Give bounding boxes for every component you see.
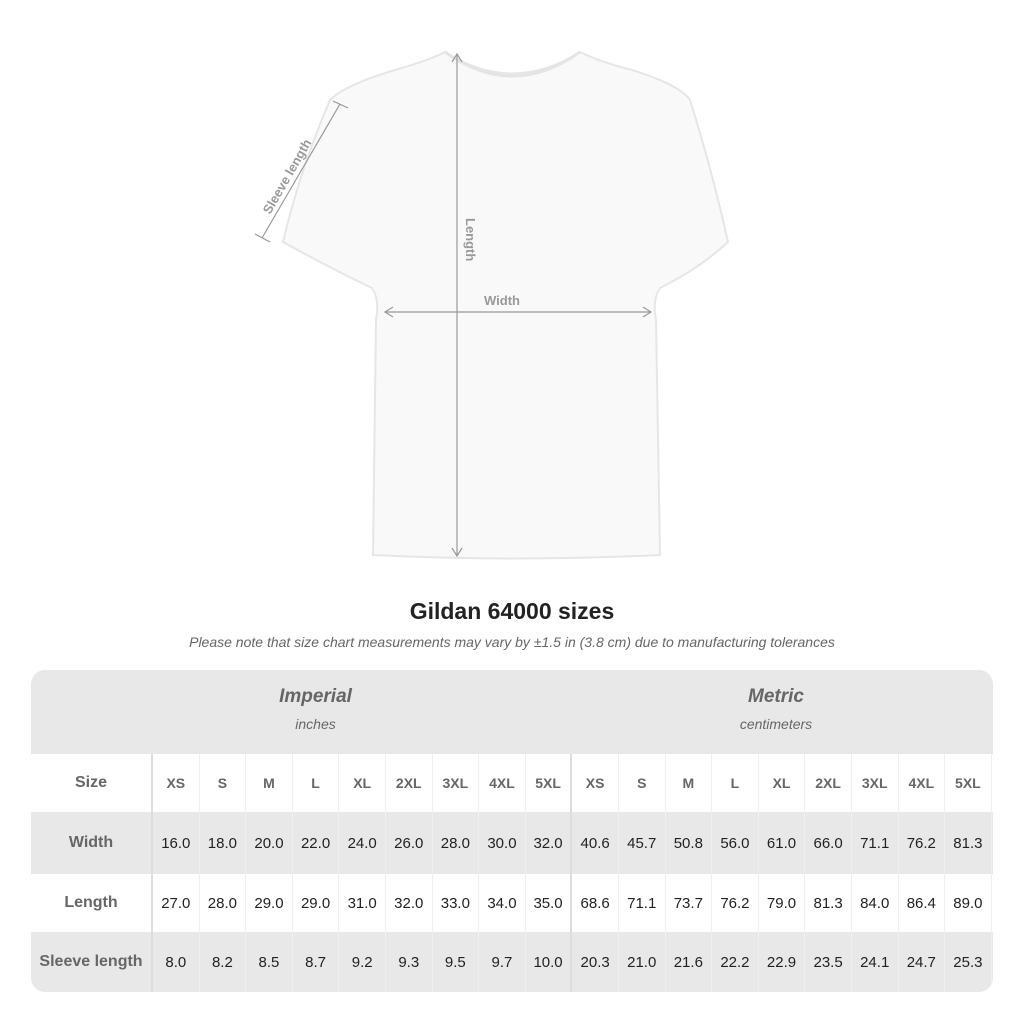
table-cell: 20.3 — [572, 932, 619, 992]
table-row: Length 27.0 28.0 29.0 29.0 31.0 32.0 33.0 34.0 35… — [31, 874, 993, 932]
table-cell: 32.0 — [386, 874, 433, 932]
table-cell: 73.7 — [666, 874, 713, 932]
table-cell: 81.3 — [945, 812, 992, 874]
table-cell: 66.0 — [805, 812, 852, 874]
table-cell: 81.3 — [805, 874, 852, 932]
table-cell: 8.0 — [153, 932, 200, 992]
metric-header: Metric centimeters — [576, 686, 976, 732]
length-label: Length — [463, 218, 478, 261]
table-cell: 45.7 — [619, 812, 666, 874]
table-cell: 24.0 — [339, 812, 386, 874]
table-cell: 10.0 — [526, 932, 573, 992]
width-label: Width — [484, 293, 520, 308]
size-table: Imperial inches Metric centimeters Size X… — [31, 670, 993, 992]
table-cell: 8.5 — [246, 932, 293, 992]
metric-title: Metric — [748, 686, 804, 707]
size-header-row: Size XS S M L XL 2XL 3XL 4XL 5XL XS S M L XL 2XL 3XL 4XL 5… — [31, 754, 993, 812]
table-cell: 8.2 — [200, 932, 247, 992]
size-header-cell: 5XL — [945, 754, 992, 812]
table-cell: 9.2 — [339, 932, 386, 992]
table-cell: 61.0 — [759, 812, 806, 874]
table-row: Width 16.0 18.0 20.0 22.0 24.0 26.0 28.0 30.0 32.… — [31, 812, 993, 874]
table-cell: 86.4 — [899, 874, 946, 932]
size-header-cell: XL — [759, 754, 806, 812]
table-cell: 33.0 — [433, 874, 480, 932]
table-cell: 9.7 — [479, 932, 526, 992]
table-cell: 68.6 — [572, 874, 619, 932]
metric-unit: centimeters — [739, 716, 813, 732]
table-cell: 34.0 — [479, 874, 526, 932]
row-label: Width — [31, 812, 153, 874]
size-header-cell: 3XL — [433, 754, 480, 812]
size-header-cell: S — [200, 754, 247, 812]
size-header-cell: 4XL — [479, 754, 526, 812]
tshirt-diagram: Sleeve length Length Width — [254, 50, 730, 560]
size-header-cell: L — [293, 754, 340, 812]
measure-arrows — [254, 52, 653, 558]
table-cell: 18.0 — [200, 812, 247, 874]
table-cell: 56.0 — [712, 812, 759, 874]
size-header-cell: XS — [153, 754, 200, 812]
table-cell: 24.7 — [899, 932, 946, 992]
size-header-cell: 3XL — [852, 754, 899, 812]
table-cell: 76.2 — [899, 812, 946, 874]
tshirt-shape — [281, 50, 730, 560]
table-cell: 84.0 — [852, 874, 899, 932]
table-cell: 71.1 — [852, 812, 899, 874]
row-label: Sleeve length — [31, 932, 153, 992]
table-cell: 23.5 — [805, 932, 852, 992]
imperial-header: Imperial inches — [153, 686, 478, 732]
table-cell: 27.0 — [153, 874, 200, 932]
page-title: Gildan 64000 sizes — [409, 598, 615, 624]
table-cell: 21.6 — [666, 932, 713, 992]
row-label: Size — [31, 754, 153, 812]
table-cell: 28.0 — [433, 812, 480, 874]
table-cell: 21.0 — [619, 932, 666, 992]
table-cell: 20.0 — [246, 812, 293, 874]
table-cell: 16.0 — [153, 812, 200, 874]
size-header-cell: 4XL — [899, 754, 946, 812]
table-cell: 29.0 — [293, 874, 340, 932]
table-cell: 79.0 — [759, 874, 806, 932]
table-cell: 71.1 — [619, 874, 666, 932]
table-cell: 26.0 — [386, 812, 433, 874]
size-header-cell: 2XL — [386, 754, 433, 812]
size-header-cell: 5XL — [526, 754, 573, 812]
size-header-cell: M — [246, 754, 293, 812]
table-cell: 25.3 — [945, 932, 992, 992]
table-cell: 40.6 — [572, 812, 619, 874]
table-cell: 9.3 — [386, 932, 433, 992]
table-cell: 35.0 — [526, 874, 573, 932]
table-header: Imperial inches Metric centimeters — [31, 670, 993, 754]
imperial-unit: inches — [295, 716, 336, 732]
table-cell: 24.1 — [852, 932, 899, 992]
table-cell: 32.0 — [526, 812, 573, 874]
table-cell: 9.5 — [433, 932, 480, 992]
size-header-cell: L — [712, 754, 759, 812]
size-header-cell: XL — [339, 754, 386, 812]
table-cell: 22.9 — [759, 932, 806, 992]
tolerance-note: Please note that size chart measurements… — [189, 634, 835, 650]
table-cell: 8.7 — [293, 932, 340, 992]
size-header-cell: S — [619, 754, 666, 812]
table-cell: 28.0 — [200, 874, 247, 932]
size-header-cell: 2XL — [805, 754, 852, 812]
size-header-cell: M — [666, 754, 713, 812]
table-cell: 30.0 — [479, 812, 526, 874]
table-cell: 50.8 — [666, 812, 713, 874]
table-cell: 29.0 — [246, 874, 293, 932]
table-cell: 31.0 — [339, 874, 386, 932]
table-cell: 22.2 — [712, 932, 759, 992]
table-cell: 89.0 — [945, 874, 992, 932]
table-cell: 76.2 — [712, 874, 759, 932]
imperial-title: Imperial — [279, 686, 352, 707]
row-label: Length — [31, 874, 153, 932]
table-row: Sleeve length 8.0 8.2 8.5 8.7 9.2 9.3 9.5 9.7 10.… — [31, 932, 993, 992]
table-cell: 22.0 — [293, 812, 340, 874]
size-header-cell: XS — [572, 754, 619, 812]
